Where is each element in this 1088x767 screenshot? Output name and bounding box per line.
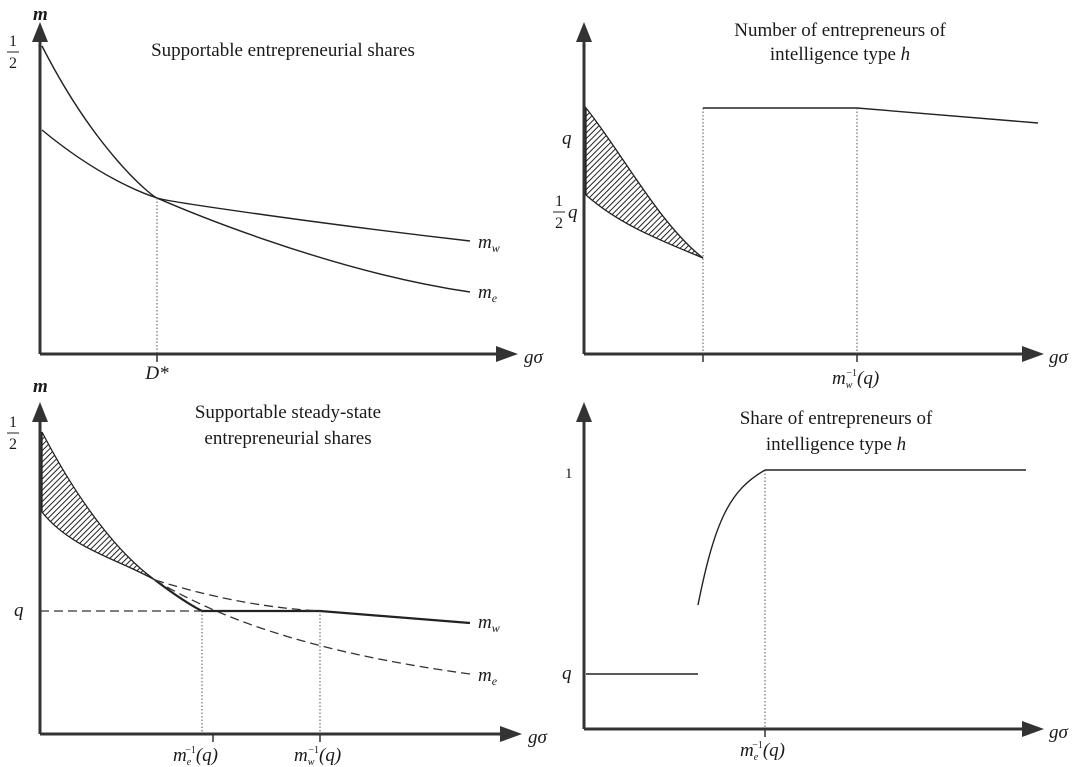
- panel-title-line2: intelligence type h: [770, 44, 910, 65]
- title-var-h: h: [901, 44, 911, 65]
- y-tick-half-numerator: 1: [9, 33, 17, 50]
- x-tick-m-w-inverse: mw−1(q): [832, 368, 879, 391]
- curve-m-w-dashed: [154, 579, 321, 612]
- x-tick-base: m: [740, 740, 754, 761]
- panel-title-line2: entrepreneurial shares: [204, 428, 371, 449]
- y-tick-half-denominator: 2: [9, 436, 17, 453]
- label-m-e: me: [478, 665, 498, 688]
- y-tick-q: q: [14, 600, 24, 621]
- curve-m-e: [41, 45, 471, 293]
- y-tick-one: 1: [565, 466, 573, 482]
- panel-top-left: m gσ 1 2 Supportable entrepreneurial sha…: [7, 4, 544, 384]
- label-m-e-base: m: [478, 665, 492, 686]
- curve-m-w: [41, 129, 471, 242]
- x-axis-arrow: [1022, 346, 1044, 362]
- label-m-w-sub: w: [492, 241, 500, 255]
- label-m-e-sub: e: [492, 674, 498, 688]
- x-tick-sup: −1: [752, 740, 763, 751]
- y-axis-arrow: [32, 402, 48, 422]
- label-m-w-base: m: [478, 612, 492, 633]
- y-axis-label: m: [33, 4, 48, 25]
- y-axis-arrow: [576, 22, 592, 42]
- y-tick-half-q: q: [568, 202, 578, 223]
- share-rising-curve: [697, 469, 766, 606]
- x-tick-arg: (q): [763, 740, 785, 761]
- label-m-w: mw: [478, 612, 500, 635]
- panel-bottom-left: m gσ 1 2 q Supportable steady-state entr…: [7, 376, 548, 767]
- x-tick1-arg: (q): [196, 745, 218, 766]
- x-axis-arrow: [496, 346, 518, 362]
- x-tick-sub: e: [754, 752, 759, 763]
- panel-title-line1: Number of entrepreneurs of: [734, 20, 946, 41]
- x-tick-arg: (q): [857, 368, 879, 389]
- x-tick1-sup: −1: [185, 745, 196, 756]
- label-m-w: mw: [478, 232, 500, 255]
- label-m-w-base: m: [478, 232, 492, 253]
- panel-title: Supportable entrepreneurial shares: [151, 40, 415, 61]
- hatched-region: [585, 106, 704, 259]
- y-axis-arrow: [32, 22, 48, 42]
- panel-top-right: gσ Number of entrepreneurs of intelligen…: [553, 20, 1069, 391]
- y-tick-half-numerator: 1: [555, 193, 563, 210]
- x-tick-m-e-inverse: me−1(q): [173, 745, 218, 767]
- x-tick-m-e-inverse: me−1(q): [740, 740, 785, 763]
- label-m-w-sub: w: [492, 621, 500, 635]
- x-tick1-base: m: [173, 745, 187, 766]
- panel-title-line2: intelligence type h: [766, 434, 906, 455]
- supportable-frontier: [154, 579, 471, 625]
- x-tick-base: m: [832, 368, 846, 389]
- number-curve-flat: [703, 107, 1039, 124]
- y-axis-label: m: [33, 376, 48, 397]
- title-line2-text: intelligence type: [770, 44, 896, 65]
- panel-title-line1: Supportable steady-state: [195, 402, 381, 423]
- x-tick2-sub: w: [308, 757, 315, 767]
- label-m-e-sub: e: [492, 291, 498, 305]
- x-axis-label: gσ: [528, 727, 548, 748]
- y-tick-q: q: [562, 128, 572, 149]
- title-var-h: h: [897, 434, 907, 455]
- x-tick1-sub: e: [187, 757, 192, 767]
- x-axis-label: gσ: [524, 347, 544, 368]
- y-tick-half-numerator: 1: [9, 414, 17, 431]
- x-tick-d-star: D*: [144, 363, 169, 384]
- x-axis-label: gσ: [1049, 347, 1069, 368]
- x-tick2-arg: (q): [319, 745, 341, 766]
- curve-m-e-dashed: [154, 579, 471, 675]
- x-axis-label: gσ: [1049, 722, 1069, 743]
- x-tick-sub: w: [846, 380, 853, 391]
- x-axis-arrow: [500, 726, 522, 742]
- x-tick-m-w-inverse: mw−1(q): [294, 745, 341, 767]
- y-tick-half-denominator: 2: [555, 215, 563, 232]
- panel-title-line1: Share of entrepreneurs of: [740, 408, 933, 429]
- title-line2-text: intelligence type: [766, 434, 892, 455]
- x-axis-arrow: [1022, 721, 1044, 737]
- y-axis-arrow: [576, 402, 592, 422]
- x-tick-sup: −1: [846, 368, 857, 379]
- label-m-e-base: m: [478, 282, 492, 303]
- x-tick2-base: m: [294, 745, 308, 766]
- hatched-region: [41, 431, 156, 581]
- y-tick-half-denominator: 2: [9, 55, 17, 72]
- label-m-e: me: [478, 282, 498, 305]
- y-tick-q: q: [562, 663, 572, 684]
- x-tick2-sup: −1: [308, 745, 319, 756]
- panel-bottom-right: gσ Share of entrepreneurs of intelligenc…: [562, 402, 1069, 763]
